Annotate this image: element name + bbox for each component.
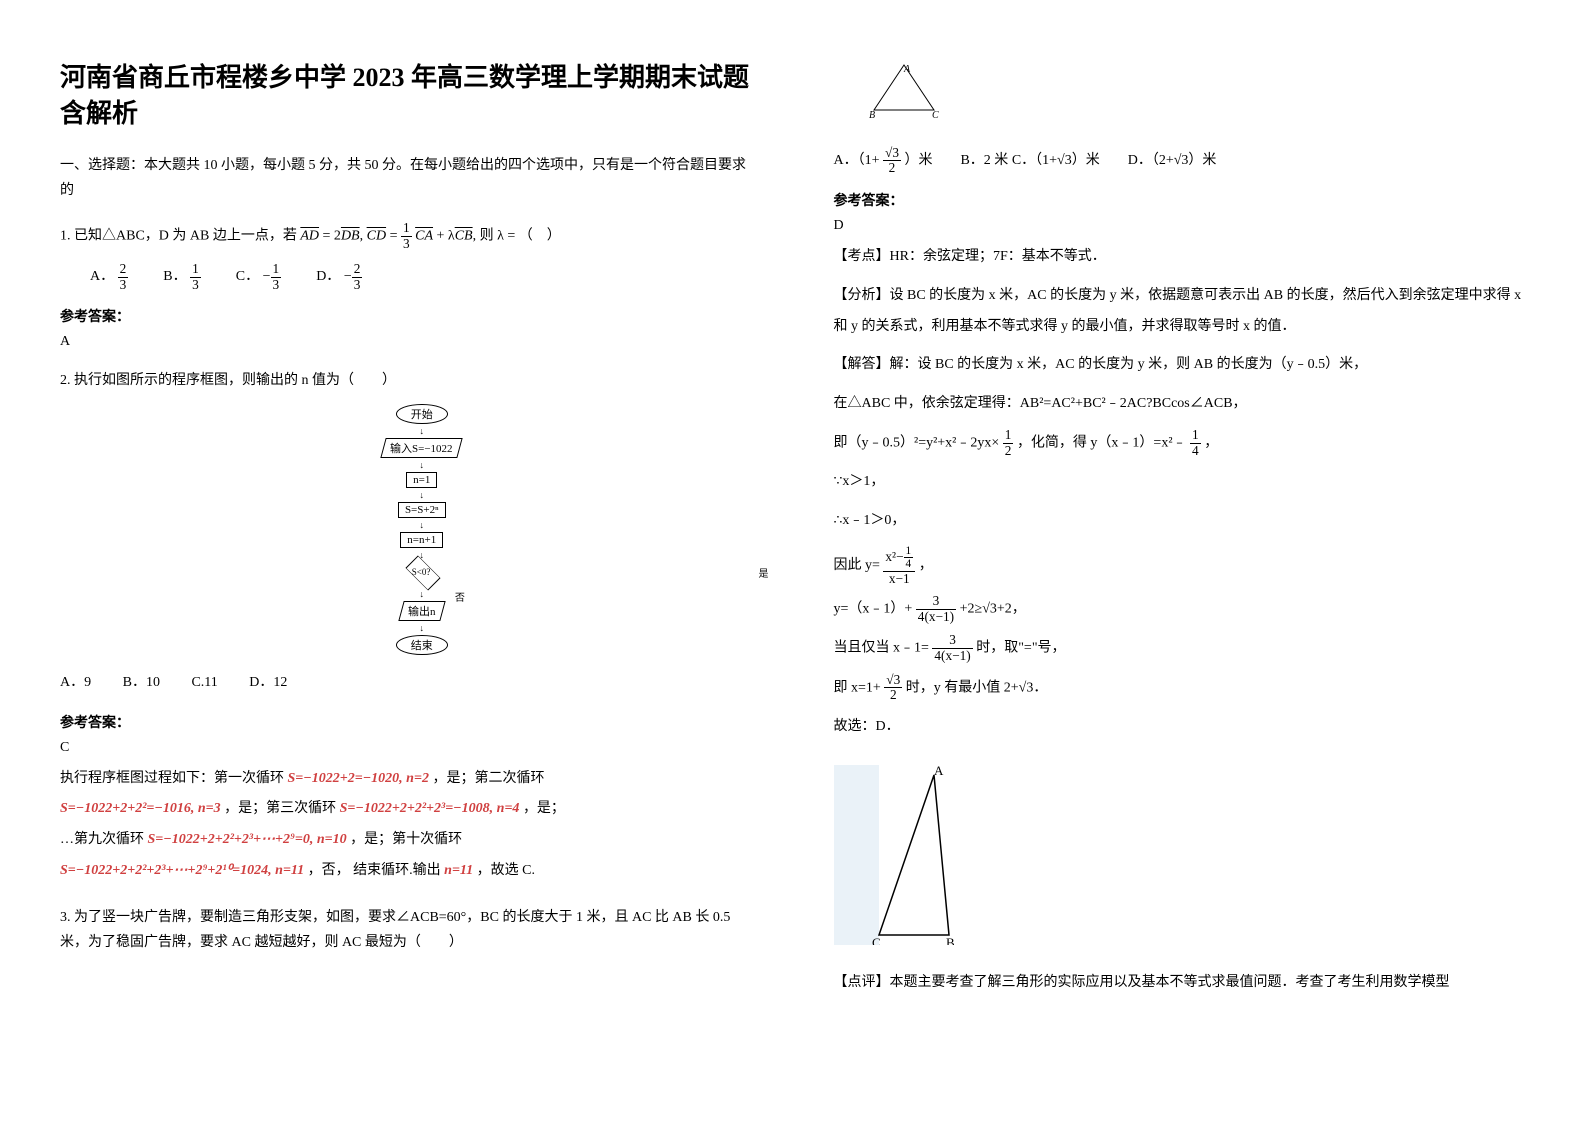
- exp2b: ，是；第三次循环: [224, 801, 336, 816]
- fc-cond: S<0?: [412, 567, 431, 577]
- svg-text:C: C: [932, 110, 939, 120]
- q3-l11b: 时，y 有最小值 2+√3．: [906, 680, 1048, 695]
- q3-answer-label: 参考答案：: [834, 190, 1528, 210]
- q2-text: 2. 执行如图所示的程序框图，则输出的 n 值为（ ）: [60, 368, 754, 393]
- q1-text: 1. 已知△ABC，D 为 AB 边上一点，若 AD = 2DB, CD = 1…: [60, 221, 754, 251]
- svg-text:B: B: [946, 935, 955, 945]
- svg-text:C: C: [872, 935, 881, 945]
- q2-opt-c: C.11: [191, 675, 217, 690]
- q2-answer-label: 参考答案：: [60, 712, 754, 732]
- exp3a: …第九次循环: [60, 832, 144, 847]
- q1-answer-label: 参考答案：: [60, 306, 754, 326]
- q3-line10: 当且仅当 x﹣1= 34(x−1) 时，取"="号，: [834, 633, 1528, 664]
- q3-line9: y=（x﹣1）+ 34(x−1) +2≥√3+2，: [834, 594, 1528, 625]
- exp1b: ，是；第二次循环: [432, 771, 544, 786]
- fc-end: 结束: [396, 635, 448, 655]
- flowchart: 开始 ↓ 输入S=−1022 ↓ n=1 ↓ S=S+2ⁿ ↓ n=n+1 ↓ …: [90, 404, 754, 655]
- q3-line5: 即（y﹣0.5）²=y²+x²﹣2yx× 12 ，化简，得 y（x﹣1）=x²﹣…: [834, 428, 1528, 459]
- exp1: 执行程序框图过程如下：第一次循环: [60, 771, 284, 786]
- exp3b: ，是；第十次循环: [350, 832, 462, 847]
- q1-options: A． 23 B． 13 C． −13 D． −23: [90, 259, 754, 294]
- svg-text:A: A: [934, 765, 944, 778]
- q3-l8b: ，: [919, 558, 933, 573]
- fc-output: 输出n: [408, 603, 436, 619]
- q3-l10b: 时，取"="号，: [976, 641, 1065, 656]
- fc-step2: S=S+2ⁿ: [398, 502, 446, 518]
- q3-text: 3. 为了竖一块广告牌，要制造三角形支架，如图，要求∠ACB=60°，BC 的长…: [60, 905, 754, 955]
- f3: S=−1022+2+2²+2³=−1008, n=4: [340, 801, 520, 816]
- large-triangle-icon: A C B: [834, 765, 984, 945]
- section-heading: 一、选择题：本大题共 10 小题，每小题 5 分，共 50 分。在每小题给出的四…: [60, 153, 754, 203]
- q3-line11: 即 x=1+ √32 时，y 有最小值 2+√3．: [834, 673, 1528, 704]
- q3-opt-d: D．（2+√3）米: [1128, 153, 1217, 168]
- left-column: 河南省商丘市程楼乡中学 2023 年高三数学理上学期期末试题含解析 一、选择题：…: [0, 0, 794, 1122]
- fc-start: 开始: [396, 404, 448, 424]
- q1-opt-d: D．: [316, 269, 340, 284]
- fc-step3: n=n+1: [400, 532, 443, 548]
- q3-options: A．（1+ √32 ）米 B．2 米 C．（1+√3）米 D．（2+√3）米: [834, 143, 1528, 178]
- q3-line3: 【解答】解：设 BC 的长度为 x 米，AC 的长度为 y 米，则 AB 的长度…: [834, 350, 1528, 381]
- q3-l5c: ，: [1204, 435, 1218, 450]
- f1: S=−1022+2=−1020, n=2: [288, 771, 429, 786]
- q1-answer: A: [60, 334, 754, 350]
- q3-line8: 因此 y= x²−14x−1 ，: [834, 545, 1528, 587]
- svg-text:A: A: [903, 64, 911, 75]
- f5: S=−1022+2+2²+2³+⋯+2⁹+2¹⁰=1024, n=11: [60, 863, 304, 878]
- f4: S=−1022+2+2²+2³+⋯+2⁹=0, n=10: [148, 832, 347, 847]
- q3-l11a: 即 x=1+: [834, 680, 881, 695]
- q1-opt-c: C．: [236, 269, 259, 284]
- q1-opt-b: B．: [163, 269, 186, 284]
- exp4c: ，故选 C.: [477, 863, 535, 878]
- q3-l10a: 当且仅当 x﹣1=: [834, 641, 929, 656]
- q3-opt-a-suffix: ）米: [904, 153, 932, 168]
- exp4b: ，否， 结束循环.输出: [308, 863, 441, 878]
- f6: n=11: [444, 863, 473, 878]
- q1-suffix: （ ）: [519, 229, 561, 244]
- fc-yes: 是: [759, 565, 769, 580]
- q2-opt-a: A．9: [60, 675, 91, 690]
- q3-l9a: y=（x﹣1）+: [834, 602, 913, 617]
- svg-text:B: B: [869, 110, 875, 120]
- q3-line12: 故选：D．: [834, 712, 1528, 743]
- q3-l9b: +2≥√3+2，: [960, 602, 1026, 617]
- q2-opt-d: D．12: [249, 675, 287, 690]
- q2-answer: C: [60, 740, 754, 756]
- q3-line6: ∵x＞1，: [834, 467, 1528, 498]
- q1-prefix: 1. 已知△ABC，D 为 AB 边上一点，若: [60, 229, 297, 244]
- q2-explain: 执行程序框图过程如下：第一次循环 S=−1022+2=−1020, n=2 ，是…: [60, 764, 754, 887]
- q3-line1: 【考点】HR：余弦定理；7F：基本不等式．: [834, 242, 1528, 273]
- q2-options: A．9 B．10 C.11 D．12: [60, 665, 754, 700]
- q3-l8a: 因此 y=: [834, 558, 880, 573]
- q3-line2: 【分析】设 BC 的长度为 x 米，AC 的长度为 y 米，依据题意可表示出 A…: [834, 281, 1528, 343]
- q1-opt-a: A．: [90, 269, 114, 284]
- right-column: A B C A．（1+ √32 ）米 B．2 米 C．（1+√3）米 D．（2+…: [794, 0, 1587, 1122]
- fc-input: 输入S=−1022: [390, 440, 453, 456]
- small-triangle-icon: A B C: [864, 60, 944, 120]
- q3-opt-b: B．2 米: [960, 153, 1008, 168]
- fc-no: 否: [455, 589, 465, 604]
- q2-opt-b: B．10: [123, 675, 160, 690]
- q3-opt-a-prefix: A．（1+: [834, 153, 880, 168]
- q1-formula: AD = 2DB, CD = 13 CA + λCB, 则 λ =: [300, 221, 515, 251]
- page-title: 河南省商丘市程楼乡中学 2023 年高三数学理上学期期末试题含解析: [60, 60, 754, 133]
- q3-line13: 【点评】本题主要考查了解三角形的实际应用以及基本不等式求最值问题．考查了考生利用…: [834, 968, 1528, 999]
- fc-step1: n=1: [406, 472, 437, 488]
- q3-line4: 在△ABC 中，依余弦定理得：AB²=AC²+BC²﹣2AC?BCcos∠ACB…: [834, 389, 1528, 420]
- q3-l5a: 即（y﹣0.5）²=y²+x²﹣2yx×: [834, 435, 1000, 450]
- exp2c: ，是；: [523, 801, 565, 816]
- q3-line7: ∴x﹣1＞0，: [834, 506, 1528, 537]
- q3-answer: D: [834, 218, 1528, 234]
- q3-l5b: ，化简，得 y（x﹣1）=x²﹣: [1017, 435, 1187, 450]
- q3-opt-c: C．（1+√3）米: [1012, 153, 1100, 168]
- f2: S=−1022+2+2²=−1016, n=3: [60, 801, 221, 816]
